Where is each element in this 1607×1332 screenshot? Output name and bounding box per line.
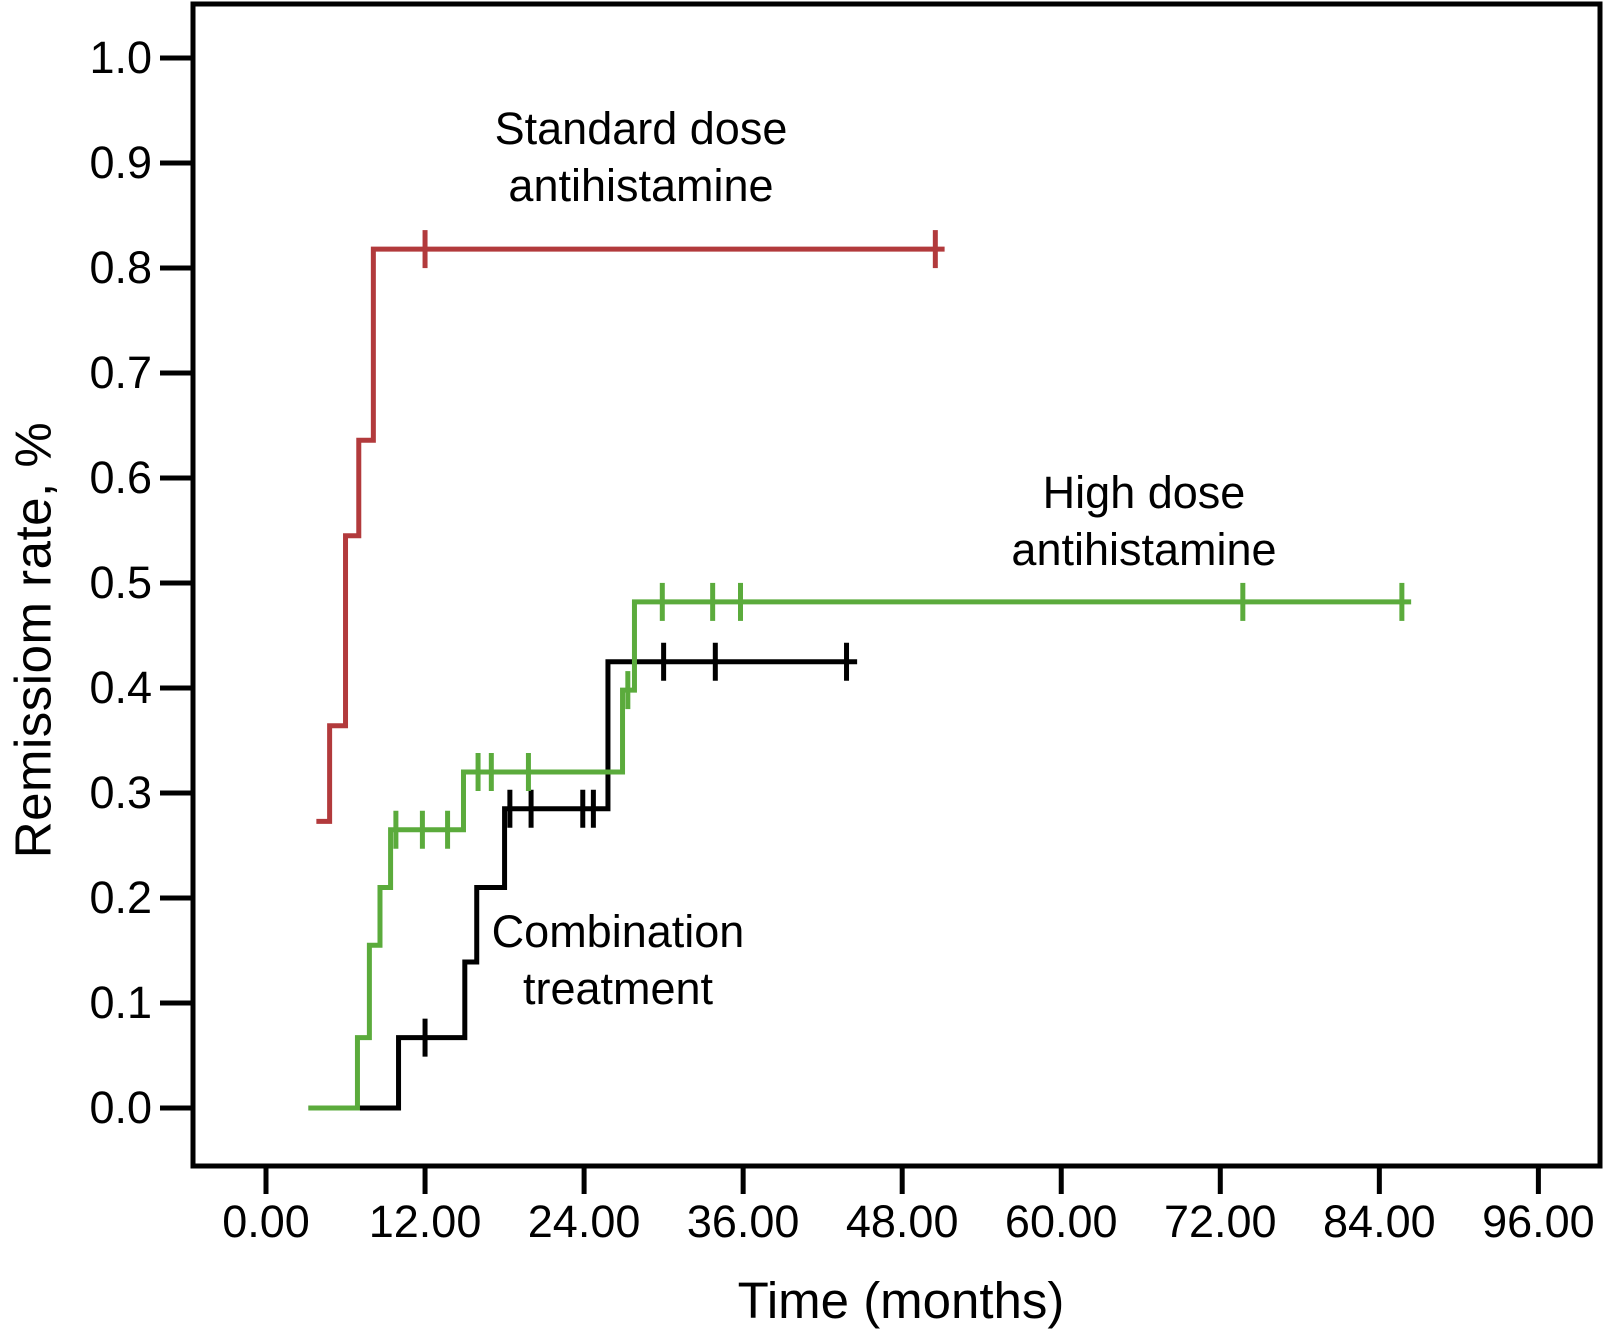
y-tick-label: 0.4 xyxy=(89,662,152,713)
series-label-line: antihistamine xyxy=(508,160,774,211)
series-label-combination: Combination treatment xyxy=(492,903,745,1017)
series-label-high-dose: High dose antihistamine xyxy=(1011,464,1276,578)
y-tick-label: 0.3 xyxy=(89,767,152,818)
x-tick-label: 24.00 xyxy=(527,1196,641,1247)
series-label-standard-dose: Standard dose antihistamine xyxy=(495,100,788,214)
y-tick-label: 0.5 xyxy=(89,557,152,608)
y-tick-label: 0.9 xyxy=(89,137,152,188)
x-tick-label: 48.00 xyxy=(845,1196,959,1247)
x-tick-label: 72.00 xyxy=(1163,1196,1277,1247)
x-tick-label: 0.00 xyxy=(222,1196,310,1247)
series-label-line: Standard dose xyxy=(494,103,788,154)
y-tick-label: 1.0 xyxy=(89,32,152,83)
series-label-line: Combination xyxy=(491,906,745,957)
x-tick-label: 84.00 xyxy=(1323,1196,1436,1247)
y-tick-label: 0.1 xyxy=(89,977,152,1028)
y-tick-label: 0.7 xyxy=(89,347,152,398)
y-tick-label: 0.2 xyxy=(89,872,152,923)
series-label-line: antihistamine xyxy=(1011,524,1277,575)
x-tick-label: 96.00 xyxy=(1482,1196,1595,1247)
x-tick-label: 36.00 xyxy=(686,1196,800,1247)
y-tick-label: 0.0 xyxy=(89,1082,152,1133)
y-tick-label: 0.6 xyxy=(89,452,152,503)
series-label-line: High dose xyxy=(1042,467,1246,518)
x-tick-label: 60.00 xyxy=(1004,1196,1118,1247)
x-tick-label: 12.00 xyxy=(368,1196,482,1247)
series-label-line: treatment xyxy=(522,963,714,1014)
y-tick-label: 0.8 xyxy=(89,242,152,293)
x-axis-title: Time (months) xyxy=(737,1272,1065,1329)
